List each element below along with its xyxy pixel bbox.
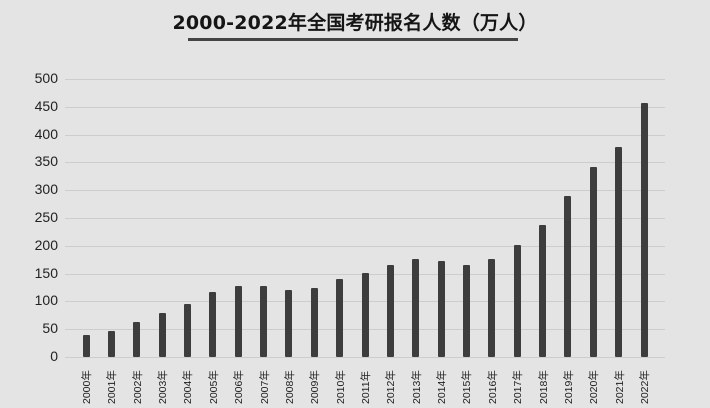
x-tick-label: 2019年 [563,370,575,404]
bar-2006年 [235,286,242,357]
gridline [65,218,665,219]
x-tick-label: 2003年 [157,370,169,404]
bar-2008年 [285,290,292,357]
bar-2003年 [159,313,166,357]
bar-2005年 [209,292,216,357]
gridline [65,162,665,163]
x-tick-label: 2005年 [208,370,220,404]
x-tick-label: 2022年 [639,370,651,404]
x-tick-label: 2002年 [132,370,144,404]
bar-2000年 [83,335,90,357]
y-tick-label: 450 [34,98,58,114]
x-tick-label: 2018年 [538,370,550,404]
bar-2022年 [641,103,648,357]
bar-2004年 [184,304,191,357]
y-tick-label: 300 [34,181,58,197]
y-tick-label: 400 [34,126,58,142]
x-tick-label: 2008年 [284,370,296,404]
gridline [65,79,665,80]
x-tick-label: 2020年 [588,370,600,404]
bar-2009年 [311,288,318,357]
chart-title: 2000-2022年全国考研报名人数（万人） [172,12,538,34]
bar-2019年 [564,196,571,357]
title-underline [188,38,518,41]
x-tick-label: 2016年 [487,370,499,404]
bar-2011年 [362,273,369,357]
bar-2018年 [539,225,546,357]
x-tick-label: 2015年 [461,370,473,404]
x-tick-label: 2004年 [182,370,194,404]
bar-2013年 [412,259,419,357]
y-tick-label: 50 [42,320,58,336]
bar-2016年 [488,259,495,357]
x-tick-label: 2001年 [106,370,118,404]
gridline [65,190,665,191]
y-tick-label: 350 [34,153,58,169]
y-tick-label: 100 [34,292,58,308]
y-tick-label: 200 [34,237,58,253]
bar-2010年 [336,279,343,357]
x-tick-label: 2011年 [360,370,372,404]
x-tick-label: 2013年 [411,370,423,404]
x-tick-label: 2010年 [335,370,347,404]
x-tick-label: 2014年 [436,370,448,404]
gridline [65,357,665,358]
x-tick-label: 2006年 [233,370,245,404]
x-tick-label: 2012年 [385,370,397,404]
bar-2014年 [438,261,445,357]
bar-2020年 [590,167,597,357]
x-tick-label: 2000年 [81,370,93,404]
x-tick-label: 2009年 [309,370,321,404]
bar-2001年 [108,331,115,357]
y-tick-label: 150 [34,265,58,281]
gridline [65,246,665,247]
y-tick-label: 500 [34,70,58,86]
x-tick-label: 2021年 [614,370,626,404]
x-tick-label: 2017年 [512,370,524,404]
bar-2012年 [387,265,394,357]
bar-2021年 [615,147,622,357]
x-tick-label: 2007年 [259,370,271,404]
gridline [65,107,665,108]
y-tick-label: 250 [34,209,58,225]
y-tick-label: 0 [50,348,58,364]
bar-2017年 [514,245,521,357]
bar-2007年 [260,286,267,357]
gridline [65,135,665,136]
bar-2002年 [133,322,140,357]
bar-2015年 [463,265,470,357]
